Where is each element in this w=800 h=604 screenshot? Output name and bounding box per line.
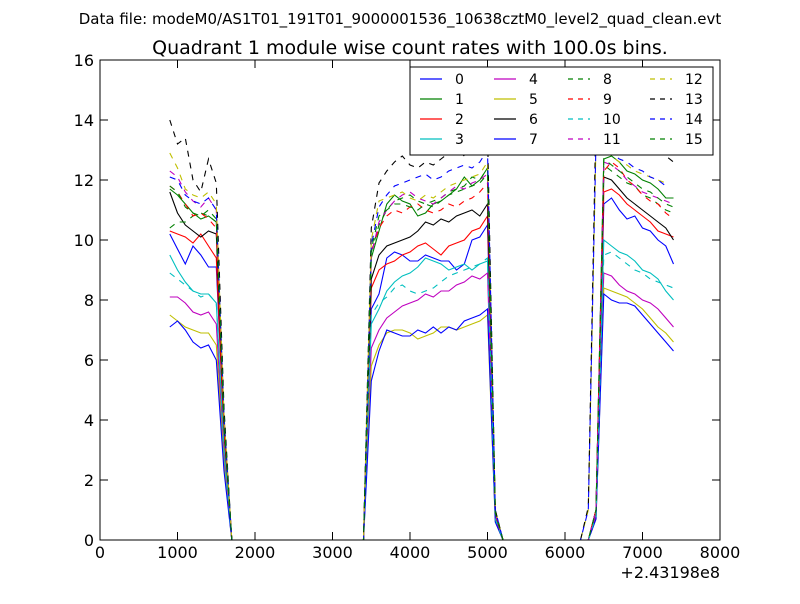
chart-title: Quadrant 1 module wise count rates with … — [152, 37, 668, 59]
y-tick-label-5: 10 — [74, 231, 94, 250]
legend-label-10: 10 — [603, 112, 621, 128]
y-tick-label-0: 0 — [84, 531, 94, 550]
series-line-8 — [169, 163, 674, 541]
legend-label-5: 5 — [529, 92, 538, 108]
legend-label-9: 9 — [603, 92, 612, 108]
y-tick-label-7: 14 — [74, 111, 94, 130]
figure-suptitle: Data file: modeM0/AS1T01_191T01_90000015… — [79, 10, 722, 29]
x-axis-offset-label: +2.43198e8 — [620, 563, 720, 582]
x-tick-label-2: 2000 — [235, 543, 276, 562]
legend-label-14: 14 — [685, 112, 703, 128]
series-line-14 — [169, 139, 667, 541]
legend-label-8: 8 — [603, 72, 612, 88]
legend-label-2: 2 — [455, 112, 464, 128]
x-tick-label-7: 7000 — [622, 543, 663, 562]
legend-frame — [409, 66, 714, 156]
x-tick-label-6: 6000 — [545, 543, 586, 562]
legend-label-13: 13 — [685, 92, 703, 108]
y-tick-label-3: 6 — [84, 351, 94, 370]
legend-label-12: 12 — [685, 72, 703, 88]
tick-layer: 0 1000 2000 3000 4000 5000 6000 7000 80000246810… — [74, 51, 741, 562]
x-tick-label-0: 0 — [95, 543, 105, 562]
x-tick-label-4: 4000 — [390, 543, 431, 562]
legend-label-7: 7 — [529, 132, 538, 148]
legend-label-6: 6 — [529, 112, 538, 128]
y-tick-label-6: 12 — [74, 171, 94, 190]
legend-label-3: 3 — [455, 132, 464, 148]
y-tick-label-8: 16 — [74, 51, 94, 70]
legend-label-11: 11 — [603, 132, 621, 148]
legend-label-15: 15 — [685, 132, 703, 148]
legend-label-1: 1 — [455, 92, 464, 108]
x-tick-label-3: 3000 — [312, 543, 353, 562]
y-tick-label-1: 2 — [84, 471, 94, 490]
legend-label-0: 0 — [455, 72, 464, 88]
x-tick-label-8: 8000 — [700, 543, 741, 562]
y-tick-label-4: 8 — [84, 291, 94, 310]
series-line-11 — [169, 161, 674, 541]
x-tick-label-1: 1000 — [157, 543, 198, 562]
x-tick-label-5: 5000 — [467, 543, 508, 562]
y-tick-label-2: 4 — [84, 411, 94, 430]
legend-label-4: 4 — [529, 72, 538, 88]
